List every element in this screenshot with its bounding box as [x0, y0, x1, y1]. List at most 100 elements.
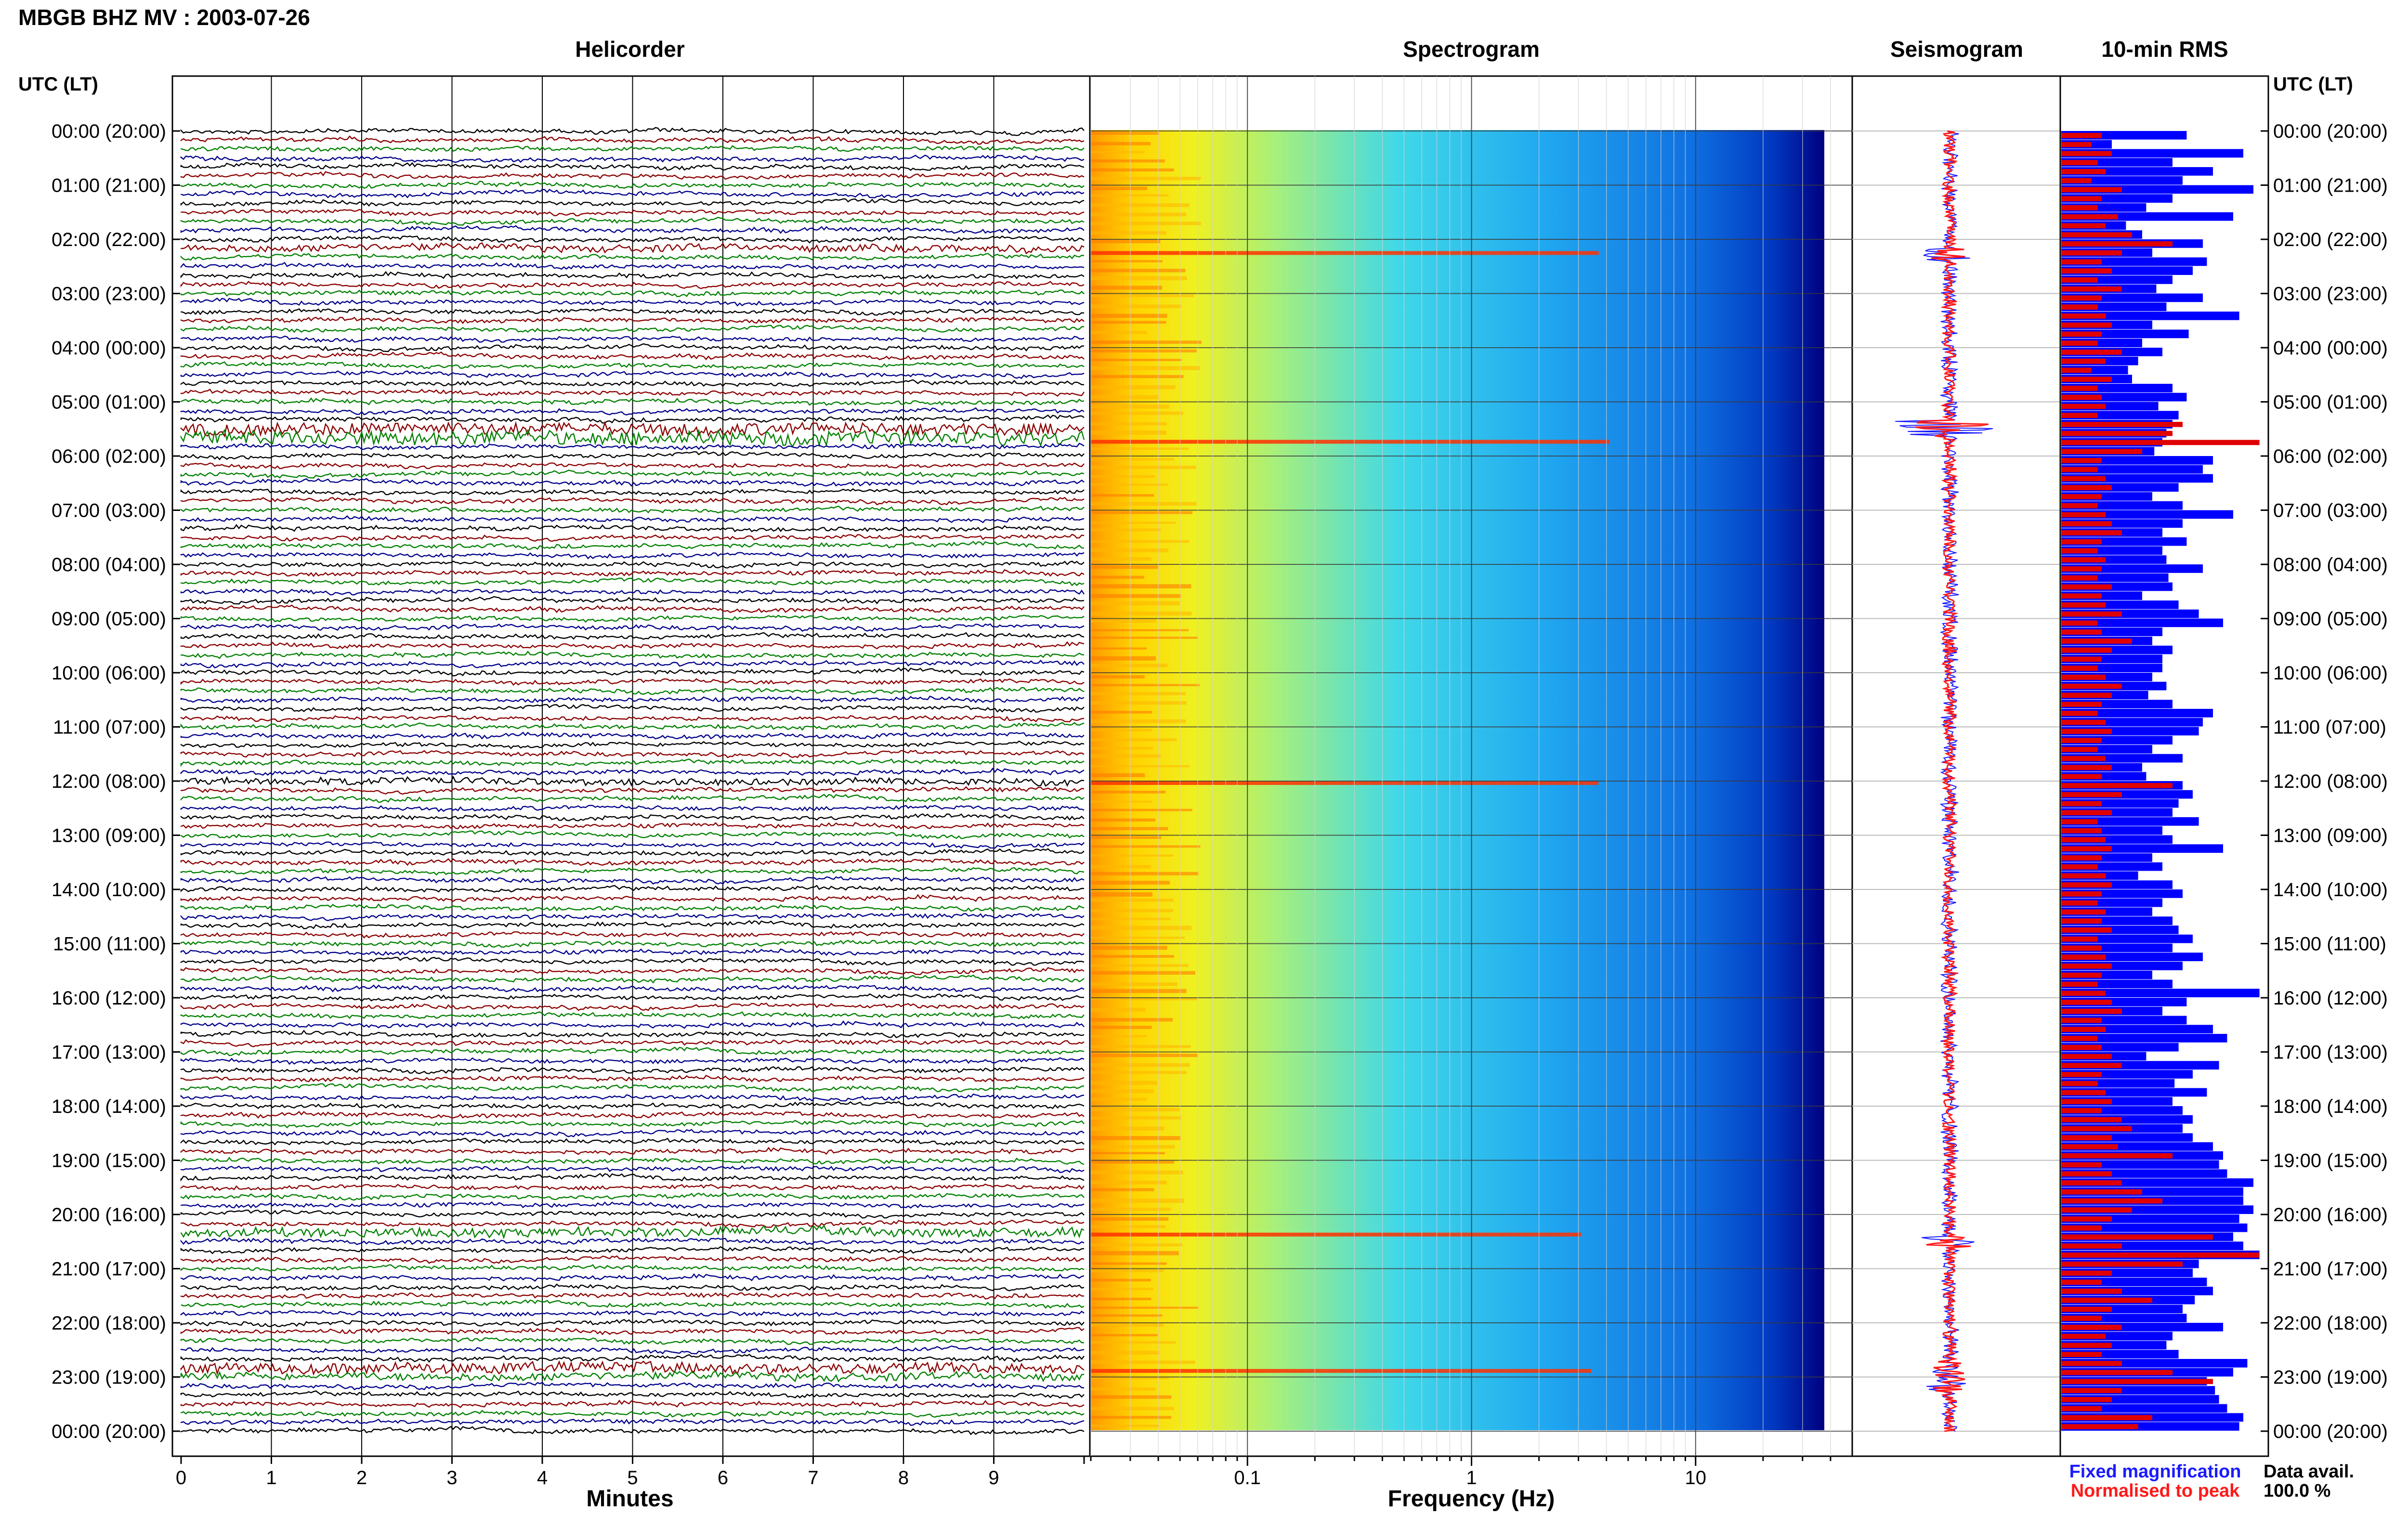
helicorder-trace: [180, 225, 1085, 234]
rms-bar-normalised: [2061, 1406, 2102, 1411]
rms-bar-fixed: [2061, 989, 2260, 997]
rms-bar-normalised: [2061, 1198, 2162, 1204]
helicorder-trace: [180, 189, 1085, 199]
helicorder-trace: [180, 749, 1085, 758]
frequency-tick-label: 0.1: [1234, 1467, 1261, 1488]
helicorder-trace: [180, 1319, 1085, 1328]
helicorder-trace: [180, 198, 1085, 208]
helicorder-trace: [180, 813, 1085, 822]
spectrogram-energy-band: [1091, 692, 1186, 695]
helicorder-trace: [180, 1370, 1085, 1383]
helicorder-trace: [180, 1039, 1085, 1047]
helicorder-trace: [180, 1292, 1085, 1300]
spectrogram-energy-band: [1091, 629, 1189, 631]
legend-fixed-magnification: Fixed magnification: [2069, 1462, 2241, 1482]
spectrogram-energy-band: [1091, 1180, 1167, 1185]
spectrogram-energy-band: [1091, 1225, 1166, 1228]
rms-bar-normalised: [2061, 494, 2102, 499]
helicorder-trace: [180, 1066, 1085, 1074]
helicorder-trace: [180, 876, 1085, 885]
helicorder-trace: [180, 271, 1085, 280]
helicorder-trace: [181, 1299, 1085, 1309]
helicorder-trace: [180, 289, 1085, 298]
spectrogram-energy-band: [1091, 528, 1161, 532]
rms-bar-normalised: [2061, 991, 2106, 996]
rms-bar-normalised: [2061, 268, 2112, 274]
spectrogram-energy-band: [1091, 447, 1189, 450]
helicorder-trace: [180, 505, 1085, 514]
helicorder-trace: [180, 704, 1085, 713]
rms-bar-normalised: [2061, 286, 2122, 292]
rms-title: 10-min RMS: [2101, 37, 2228, 62]
time-label-left: 17:00 (13:00): [52, 1042, 166, 1063]
rms-bar-normalised: [2061, 1171, 2112, 1176]
rms-bar-normalised: [2061, 367, 2092, 373]
helicorder-trace: [180, 1399, 1085, 1409]
helicorder-trace: [180, 171, 1085, 180]
helicorder-trace: [180, 1137, 1085, 1146]
helicorder-trace: [180, 1093, 1085, 1102]
helicorder-trace: [180, 885, 1085, 893]
rms-bar-normalised: [2061, 702, 2102, 707]
rms-bar-normalised: [2061, 277, 2098, 283]
spectrogram-energy-band: [1091, 865, 1151, 869]
helicorder-trace: [180, 931, 1085, 939]
spectrogram-energy-band: [1091, 773, 1145, 777]
rms-bar-normalised: [2061, 1099, 2112, 1104]
spectrogram-energy-band: [1091, 684, 1200, 687]
rms-bar-normalised: [2061, 1415, 2152, 1421]
spectrogram-energy-band: [1091, 358, 1182, 361]
spectrogram-energy-band: [1091, 1188, 1154, 1191]
rms-bar-normalised: [2061, 1144, 2118, 1149]
spectrogram-panel: 0.1 1 10: [1089, 75, 1853, 1488]
helicorder-title: Helicorder: [575, 37, 685, 62]
helicorder-trace: [180, 848, 1085, 857]
helicorder-trace: [180, 1002, 1085, 1011]
rms-bar-normalised: [2061, 801, 2102, 807]
spectrogram-energy-band: [1091, 385, 1176, 390]
helicorder-trace: [180, 867, 1085, 876]
time-label-right: 22:00 (18:00): [2273, 1313, 2388, 1334]
helicorder-trace: [180, 1110, 1085, 1119]
helicorder-trace: [180, 1310, 1085, 1317]
rms-bar-normalised: [2061, 151, 2112, 157]
spectrogram-energy-band: [1091, 575, 1144, 579]
rms-bar-normalised: [2061, 1180, 2122, 1186]
helicorder-trace: [180, 397, 1085, 406]
spectrogram-energy-band: [1091, 989, 1187, 993]
spectrogram-energy-band: [1091, 1387, 1155, 1391]
time-label-right: 10:00 (06:00): [2273, 663, 2388, 684]
rms-bar-normalised: [2061, 1000, 2112, 1005]
spectrogram-energy-band: [1091, 754, 1161, 758]
spectrogram-energy-band: [1091, 971, 1196, 975]
helicorder-trace: [180, 281, 1085, 289]
helicorder-trace: [180, 687, 1085, 695]
time-label-right: 14:00 (10:00): [2273, 879, 2388, 901]
helicorder-trace: [180, 561, 1085, 569]
helicorder-trace: [180, 740, 1085, 749]
helicorder-trace: [180, 956, 1085, 966]
helicorder-trace: [180, 1074, 1085, 1083]
helicorder-trace: [180, 325, 1085, 333]
time-axis-header-right: UTC (LT): [2273, 74, 2353, 95]
time-label-right: 04:00 (00:00): [2273, 338, 2388, 359]
rms-bar-normalised: [2061, 828, 2102, 834]
helicorder-trace: [180, 948, 1085, 956]
spectrogram-energy-band: [1091, 1314, 1163, 1317]
rms-bar-normalised: [2061, 340, 2098, 346]
rms-bar-normalised: [2061, 1072, 2102, 1077]
rms-bar-normalised: [2061, 1279, 2102, 1285]
time-label-right: 02:00 (22:00): [2273, 229, 2388, 250]
helicorder-trace: [180, 162, 1085, 171]
rms-bar-normalised: [2061, 1153, 2172, 1159]
rms-bar-fixed: [2061, 1034, 2227, 1043]
helicorder-trace: [180, 1147, 1085, 1156]
spectrogram-energy-band: [1091, 584, 1191, 588]
spectrogram-energy-band: [1091, 1297, 1152, 1301]
spectrogram-energy-band: [1091, 1136, 1181, 1140]
rms-bar-normalised: [2061, 855, 2102, 861]
time-label-left: 01:00 (21:00): [52, 175, 166, 196]
helicorder-trace: [180, 974, 1085, 984]
rms-bar-normalised: [2061, 440, 2260, 445]
